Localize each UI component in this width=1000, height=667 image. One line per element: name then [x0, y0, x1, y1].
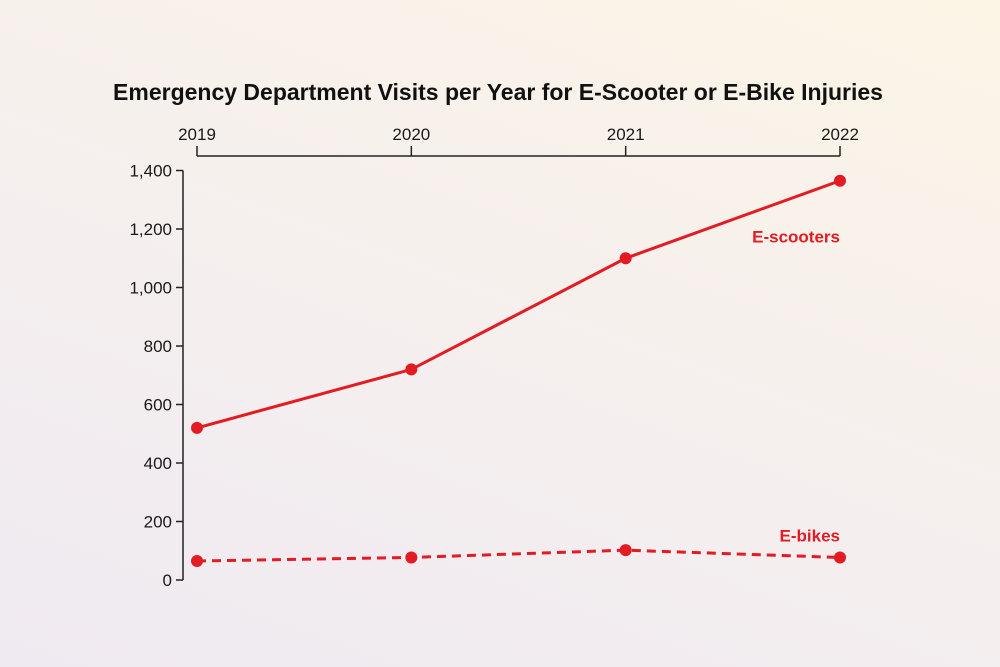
- x-tick-label: 2020: [392, 125, 430, 144]
- y-tick-label: 600: [144, 396, 172, 415]
- x-tick-label: 2019: [178, 125, 216, 144]
- y-tick-label: 200: [144, 513, 172, 532]
- data-point: [619, 252, 632, 265]
- series-line-e-bikes: [196, 548, 841, 563]
- data-point: [191, 421, 203, 434]
- data-point: [619, 544, 632, 557]
- data-point: [834, 551, 846, 564]
- y-tick-label: 1,200: [129, 220, 172, 239]
- y-tick-label: 800: [144, 337, 172, 356]
- data-point: [191, 554, 203, 567]
- series-line-e-scooters: [196, 179, 841, 430]
- series-group: E-scooters E-bikes: [191, 174, 846, 567]
- x-tick-label: 2021: [607, 125, 645, 144]
- data-point: [405, 363, 418, 376]
- y-tick-label: 1,000: [129, 279, 172, 298]
- data-point: [834, 174, 846, 187]
- x-axis: 2019 2020 2021 2022: [178, 125, 859, 157]
- series-label: E-scooters: [752, 228, 840, 247]
- x-tick-label: 2022: [821, 125, 859, 144]
- y-tick-label: 1,400: [129, 162, 172, 181]
- y-tick-label: 0: [163, 571, 172, 590]
- series-label: E-bikes: [780, 526, 840, 545]
- chart-title: Emergency Department Visits per Year for…: [113, 79, 883, 105]
- data-point: [405, 551, 418, 564]
- y-tick-label: 400: [144, 454, 172, 473]
- y-axis: 0 200 400 600 800 1,000 1,200 1,400: [129, 162, 184, 590]
